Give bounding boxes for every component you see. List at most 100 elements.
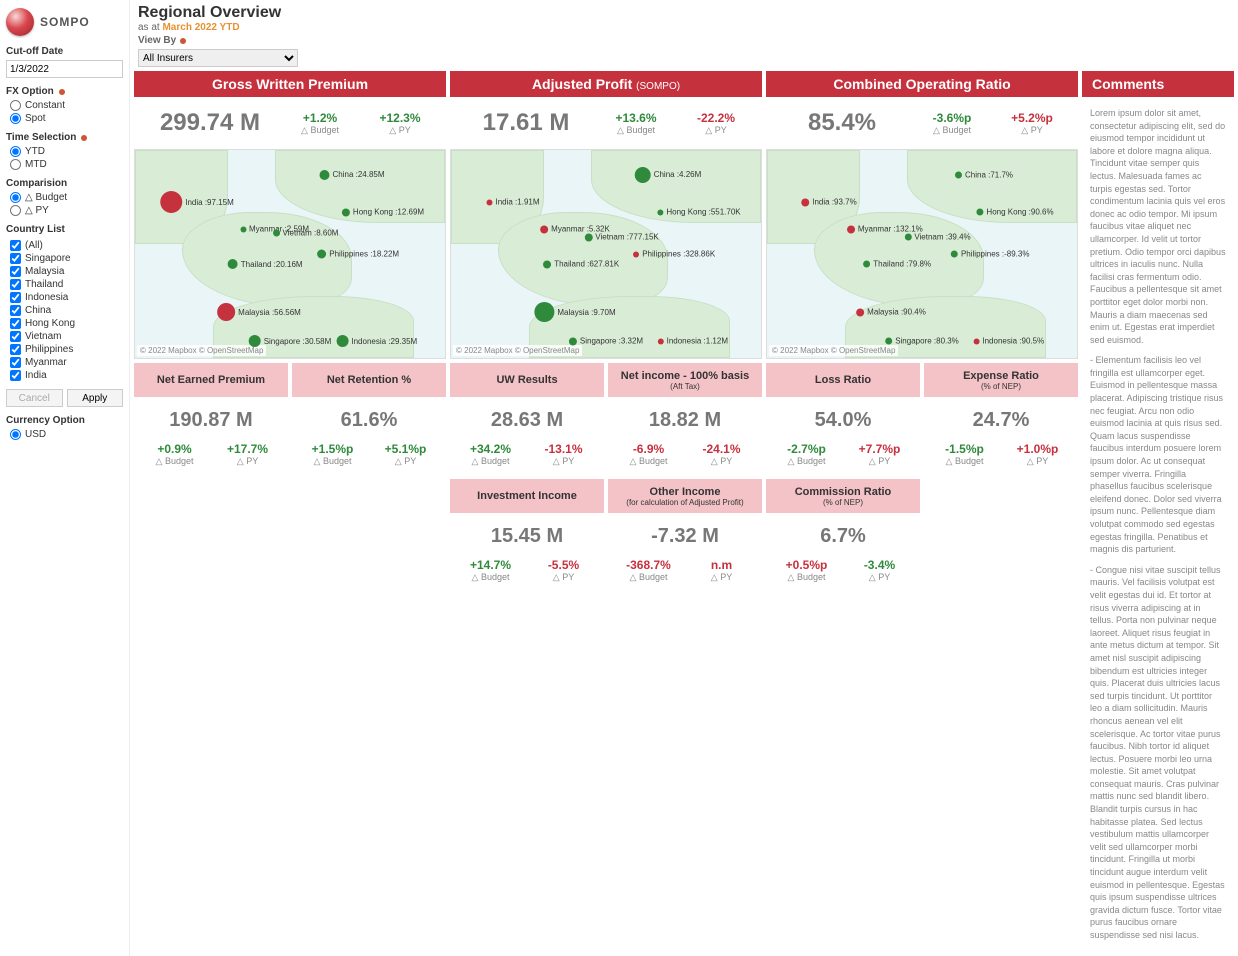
map-point-label: Indonesia :1.12M [667,337,728,346]
map-point[interactable]: Philippines :18.22M [317,250,399,259]
country-list: (All) Singapore Malaysia Thailand Indonesia C… [6,238,123,383]
comp-budget-radio[interactable]: △ Budget [10,192,123,203]
map-point[interactable]: Vietnam :39.4% [904,233,970,242]
map-point[interactable]: Thailand :627.81K [543,260,619,269]
map-point[interactable]: Hong Kong :90.6% [976,208,1053,217]
map-point[interactable]: Singapore :3.32M [569,337,643,346]
map-point[interactable]: Indonesia :1.12M [658,337,728,346]
map-point[interactable]: Hong Kong :551.70K [657,208,740,217]
indicator-icon [180,38,186,44]
map-point-marker-icon [486,199,492,205]
map-point-marker-icon [228,259,238,269]
ap-head: Adjusted Profit (SOMPO) [450,71,762,97]
country-checkbox[interactable]: Indonesia [10,292,123,303]
comparison-label: Comparision [6,178,123,189]
sub-delta-budget: +0.9% [138,442,211,456]
map-point-marker-icon [973,338,979,344]
map-point-marker-icon [658,338,664,344]
map-point-label: Singapore :80.3% [895,337,959,346]
uwr-card: UW Results28.63 M+34.2%Budget-13.1%PY [450,363,604,475]
map-point-marker-icon [976,209,983,216]
country-checkbox[interactable]: Myanmar [10,357,123,368]
map-point[interactable]: Singapore :30.58M [249,335,332,347]
map-point[interactable]: India :97.15M [160,191,233,213]
cor-map[interactable]: © 2022 Mapbox © OpenStreetMap India :93.… [766,149,1078,359]
country-checkbox[interactable]: India [10,370,123,381]
sub-delta-py: n.m [685,558,758,572]
gwp-map[interactable]: © 2022 Mapbox © OpenStreetMap India :97.… [134,149,446,359]
map-point[interactable]: Indonesia :90.5% [973,337,1044,346]
map-point[interactable]: Vietnam :8.60M [273,229,339,238]
map-point[interactable]: Malaysia :90.4% [856,308,926,317]
map-point-marker-icon [955,171,962,178]
map-attribution: © 2022 Mapbox © OpenStreetMap [137,345,266,356]
apply-button[interactable]: Apply [67,389,124,407]
map-point-label: Singapore :3.32M [580,337,643,346]
map-point-marker-icon [801,198,809,206]
country-checkbox[interactable]: Thailand [10,279,123,290]
country-checkbox[interactable]: (All) [10,240,123,251]
map-point[interactable]: Malaysia :56.56M [217,303,301,321]
map-point-label: Vietnam :8.60M [283,229,339,238]
time-ytd-radio[interactable]: YTD [10,146,123,157]
country-checkbox[interactable]: Singapore [10,253,123,264]
map-point[interactable]: Vietnam :777.15K [584,233,658,242]
comments-panel: Comments Lorem ipsum dolor sit amet, con… [1082,71,1234,956]
map-point[interactable]: India :1.91M [486,198,539,207]
map-point-label: India :97.15M [185,198,233,207]
map-point-marker-icon [847,225,855,233]
map-point[interactable]: China :71.7% [955,170,1013,179]
map-point[interactable]: India :93.7% [801,198,856,207]
map-point[interactable]: Thailand :79.8% [863,260,931,269]
currency-option-label: Currency Option [6,415,123,426]
map-point-marker-icon [633,251,639,257]
sub-card-value: 54.0% [766,397,920,440]
map-point-marker-icon [569,337,577,345]
map-point[interactable]: Hong Kong :12.69M [342,208,424,217]
sub-delta-py: -24.1% [685,442,758,456]
brand-name: SOMPO [40,15,90,29]
map-point-marker-icon [317,250,326,259]
map-point-marker-icon [856,308,864,316]
inv-card: Investment Income15.45 M+14.7%Budget-5.5… [450,479,604,591]
map-point-label: Singapore :30.58M [264,337,332,346]
map-point-marker-icon [342,208,350,216]
map-point-label: China :4.26M [654,170,702,179]
sub-delta-budget: +0.5%p [770,558,843,572]
map-point-marker-icon [885,338,892,345]
comp-py-radio[interactable]: △ PY [10,205,123,216]
map-point[interactable]: Malaysia :9.70M [534,302,615,322]
insurer-filter-select[interactable]: All Insurers [138,49,298,67]
map-point[interactable]: China :4.26M [635,167,702,183]
map-point[interactable]: Singapore :80.3% [885,337,959,346]
map-point[interactable]: Philippines :-89.3% [951,250,1029,259]
country-checkbox[interactable]: Hong Kong [10,318,123,329]
sub-delta-py: -13.1% [527,442,600,456]
map-point-label: Vietnam :39.4% [914,233,970,242]
comments-head: Comments [1082,71,1234,97]
time-mtd-radio[interactable]: MTD [10,159,123,170]
map-point[interactable]: Thailand :20.16M [228,259,303,269]
country-checkbox[interactable]: Philippines [10,344,123,355]
ap-map[interactable]: © 2022 Mapbox © OpenStreetMap India :1.9… [450,149,762,359]
fx-constant-radio[interactable]: Constant [10,100,123,111]
country-checkbox[interactable]: Malaysia [10,266,123,277]
sub-delta-py: +7.7%p [843,442,916,456]
map-point[interactable]: China :24.85M [319,170,384,180]
map-point-marker-icon [336,335,348,347]
map-point[interactable]: Philippines :328.86K [633,250,715,259]
sub-card-head: Expense Ratio (% of NEP) [924,363,1078,397]
cor-head: Combined Operating Ratio [766,71,1078,97]
currency-usd-radio[interactable]: USD [10,429,123,440]
map-point-marker-icon [249,335,261,347]
map-point-label: Thailand :627.81K [554,260,619,269]
cutoff-date-input[interactable] [6,60,123,78]
fx-spot-radio[interactable]: Spot [10,113,123,124]
country-checkbox[interactable]: Vietnam [10,331,123,342]
map-point-label: Indonesia :29.35M [351,337,417,346]
map-point-marker-icon [635,167,651,183]
map-point[interactable]: Indonesia :29.35M [336,335,417,347]
indicator-icon [81,135,87,141]
cancel-button[interactable]: Cancel [6,389,63,407]
country-checkbox[interactable]: China [10,305,123,316]
